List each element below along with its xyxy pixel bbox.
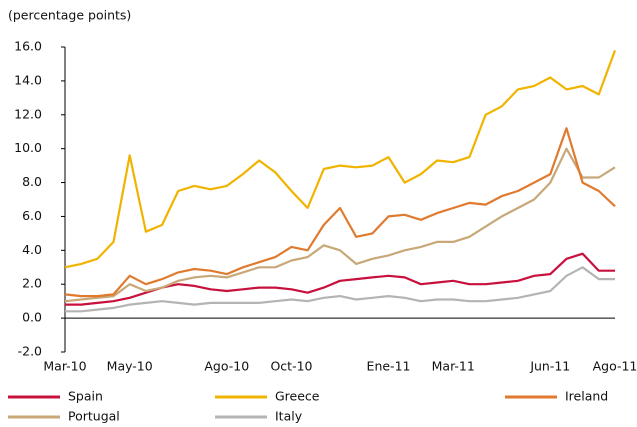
chart-title: (percentage points) xyxy=(8,8,131,23)
x-tick-label: Mar-10 xyxy=(43,359,86,374)
legend-label: Spain xyxy=(68,389,103,404)
x-tick-label: Ago-11 xyxy=(593,359,637,374)
y-tick-label: 12.0 xyxy=(14,106,42,121)
legend-label: Italy xyxy=(275,409,303,424)
y-tick-label: 6.0 xyxy=(22,208,42,223)
x-tick-label: Mar-11 xyxy=(432,359,475,374)
x-tick-label: Ago-10 xyxy=(204,359,249,374)
y-tick-label: 4.0 xyxy=(22,242,42,257)
legend-label: Ireland xyxy=(565,389,608,404)
legend-label: Portugal xyxy=(68,409,120,424)
y-tick-label: 8.0 xyxy=(22,174,42,189)
x-tick-label: Jun-11 xyxy=(529,359,570,374)
y-tick-label: 2.0 xyxy=(22,276,42,291)
series-line xyxy=(64,50,617,269)
series-line xyxy=(65,266,615,313)
x-tick-label: Oct-10 xyxy=(270,359,312,374)
y-tick-label: 10.0 xyxy=(14,140,42,155)
x-tick-label: May-10 xyxy=(107,359,153,374)
x-tick-label: Ene-11 xyxy=(367,359,411,374)
y-tick-label: -2.0 xyxy=(18,344,42,359)
series-line xyxy=(64,127,616,298)
y-tick-label: 16.0 xyxy=(14,39,42,54)
y-tick-label: 0.0 xyxy=(22,310,42,325)
y-tick-label: 14.0 xyxy=(14,72,42,87)
legend-label: Greece xyxy=(275,389,320,404)
series-line xyxy=(64,147,616,303)
